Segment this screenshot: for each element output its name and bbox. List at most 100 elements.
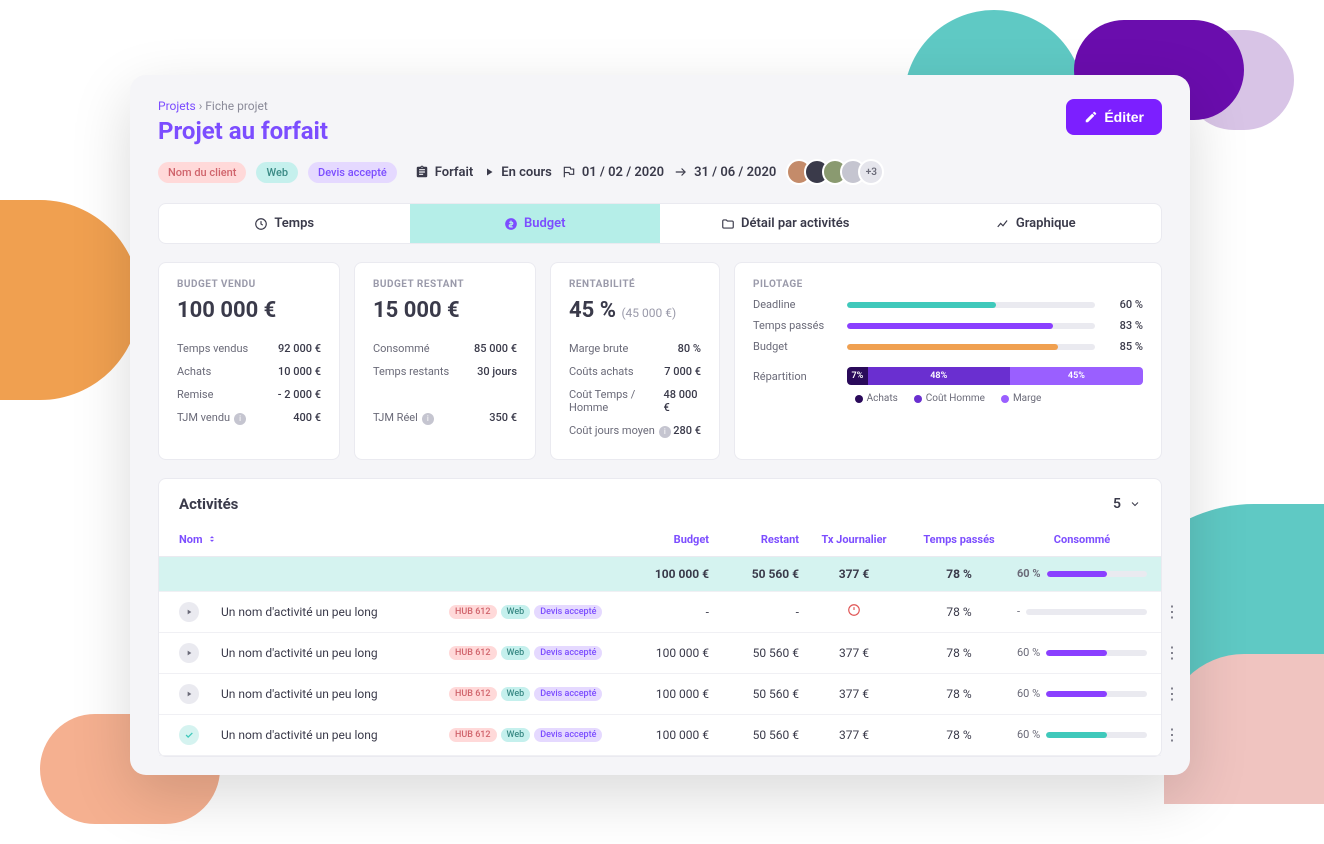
- summary-cards: BUDGET VENDU 100 000 € Temps vendus92 00…: [158, 262, 1162, 460]
- tag[interactable]: Devis accepté: [534, 728, 602, 742]
- tag[interactable]: HUB 612: [449, 728, 497, 742]
- progress-bar: [847, 344, 1095, 350]
- decor-blob: [0, 200, 140, 400]
- card-value: 45 % (45 000 €): [569, 298, 701, 323]
- app-window: Projets › Fiche projet Projet au forfait…: [130, 75, 1190, 775]
- table-row: Un nom d'activité un peu long HUB 612 We…: [159, 674, 1161, 715]
- card-line: Temps restants30 jours: [373, 360, 517, 383]
- tab-chart[interactable]: Graphique: [911, 204, 1162, 243]
- chevron-down-icon: [1129, 498, 1141, 510]
- meta-type: Forfait: [415, 165, 474, 180]
- chip-status[interactable]: Devis accepté: [308, 162, 397, 183]
- repartition-bar: 7%48%45%: [847, 367, 1143, 385]
- card-line: [373, 383, 517, 406]
- tag[interactable]: Devis accepté: [534, 646, 602, 660]
- card-budget-sold: BUDGET VENDU 100 000 € Temps vendus92 00…: [158, 262, 340, 460]
- card-line: Achats10 000 €: [177, 360, 321, 383]
- activity-name[interactable]: Un nom d'activité un peu long: [221, 728, 441, 742]
- chip-web[interactable]: Web: [256, 162, 298, 183]
- column-budget[interactable]: Budget: [627, 533, 709, 546]
- tag[interactable]: HUB 612: [449, 605, 497, 619]
- tag[interactable]: HUB 612: [449, 646, 497, 660]
- tag[interactable]: Web: [501, 728, 531, 742]
- column-remaining[interactable]: Restant: [717, 533, 799, 546]
- card-line: Remise- 2 000 €: [177, 383, 321, 406]
- alert-cell: [807, 603, 901, 620]
- column-consumed[interactable]: Consommé: [1017, 533, 1147, 546]
- tag[interactable]: Web: [501, 605, 531, 619]
- page-title: Projet au forfait: [158, 117, 328, 145]
- activity-tags: HUB 612 Web Devis accepté: [449, 646, 619, 660]
- table-row: Un nom d'activité un peu long HUB 612 We…: [159, 715, 1161, 756]
- card-label: PILOTAGE: [753, 279, 1143, 290]
- table-header: Nom Budget Restant Tx Journalier Temps p…: [159, 523, 1161, 557]
- more-menu-icon[interactable]: ⋮: [1155, 602, 1189, 621]
- activities-count-selector[interactable]: 5: [1113, 496, 1141, 512]
- activity-tags: HUB 612 Web Devis accepté: [449, 728, 619, 742]
- activity-name[interactable]: Un nom d'activité un peu long: [221, 687, 441, 701]
- card-line: Coût Temps / Homme48 000 €: [569, 383, 701, 419]
- tag[interactable]: HUB 612: [449, 687, 497, 701]
- activity-name[interactable]: Un nom d'activité un peu long: [221, 646, 441, 660]
- repartition-segment: 48%: [868, 367, 1010, 385]
- tab-time[interactable]: Temps: [159, 204, 410, 243]
- tag[interactable]: Devis accepté: [534, 605, 602, 619]
- activity-name[interactable]: Un nom d'activité un peu long: [221, 605, 441, 619]
- row-progress: -: [1017, 605, 1147, 618]
- more-menu-icon[interactable]: ⋮: [1155, 684, 1189, 703]
- card-line: Marge brute80 %: [569, 337, 701, 360]
- repartition-segment: 7%: [847, 367, 868, 385]
- repartition-segment: 45%: [1010, 367, 1143, 385]
- clock-icon: [254, 217, 268, 231]
- meta-state: En cours: [483, 165, 552, 180]
- tag[interactable]: Web: [501, 687, 531, 701]
- check-icon[interactable]: [179, 725, 199, 745]
- repartition-row: Répartition 7%48%45%: [753, 367, 1143, 385]
- row-progress: 60 %: [1017, 687, 1147, 700]
- progress-bar: [847, 323, 1095, 329]
- tag[interactable]: Devis accepté: [534, 687, 602, 701]
- play-row-icon[interactable]: [179, 602, 199, 622]
- table-row: Un nom d'activité un peu long HUB 612 We…: [159, 633, 1161, 674]
- row-progress: 60 %: [1017, 646, 1147, 659]
- pilot-row: Temps passés 83 %: [753, 319, 1143, 332]
- pilot-row: Budget 85 %: [753, 340, 1143, 353]
- card-line: Coût jours moyeni280 €: [569, 419, 701, 443]
- meta-row: Nom du client Web Devis accepté Forfait …: [158, 159, 1162, 185]
- card-line: Temps vendus92 000 €: [177, 337, 321, 360]
- card-value: 100 000 €: [177, 298, 321, 323]
- info-icon[interactable]: i: [234, 413, 246, 425]
- avatar-more[interactable]: +3: [858, 159, 884, 185]
- column-daily[interactable]: Tx Journalier: [807, 533, 901, 546]
- tag[interactable]: Web: [501, 646, 531, 660]
- chip-client[interactable]: Nom du client: [158, 162, 246, 183]
- card-pilotage: PILOTAGE Deadline 60 % Temps passés 83 %…: [734, 262, 1162, 460]
- legend-item: Coût Homme: [914, 393, 985, 404]
- card-label: BUDGET RESTANT: [373, 279, 517, 290]
- play-row-icon[interactable]: [179, 643, 199, 663]
- card-line: TJM vendui400 €: [177, 406, 321, 430]
- edit-button[interactable]: Éditer: [1066, 99, 1162, 135]
- more-menu-icon[interactable]: ⋮: [1155, 725, 1189, 744]
- card-label: RENTABILITÉ: [569, 279, 701, 290]
- card-line: TJM Réeli350 €: [373, 406, 517, 430]
- info-icon[interactable]: i: [659, 426, 671, 438]
- breadcrumb-root[interactable]: Projets: [158, 99, 196, 113]
- pencil-icon: [1084, 110, 1098, 124]
- avatars-group[interactable]: +3: [794, 159, 884, 185]
- chart-icon: [996, 217, 1010, 231]
- card-line: Coûts achats7 000 €: [569, 360, 701, 383]
- play-row-icon[interactable]: [179, 684, 199, 704]
- more-menu-icon[interactable]: ⋮: [1155, 643, 1189, 662]
- card-label: BUDGET VENDU: [177, 279, 321, 290]
- meta-end-date: 31 / 06 / 2020: [674, 165, 776, 180]
- tab-detail[interactable]: Détail par activités: [660, 204, 911, 243]
- summary-progress: 60 %: [1017, 567, 1147, 580]
- column-name[interactable]: Nom: [179, 533, 441, 546]
- breadcrumb-current: Fiche projet: [205, 99, 267, 113]
- tab-budget[interactable]: Budget: [410, 204, 661, 243]
- info-icon[interactable]: i: [422, 413, 434, 425]
- column-time[interactable]: Temps passés: [909, 533, 1009, 546]
- legend-item: Marge: [1001, 393, 1041, 404]
- folder-icon: [721, 217, 735, 231]
